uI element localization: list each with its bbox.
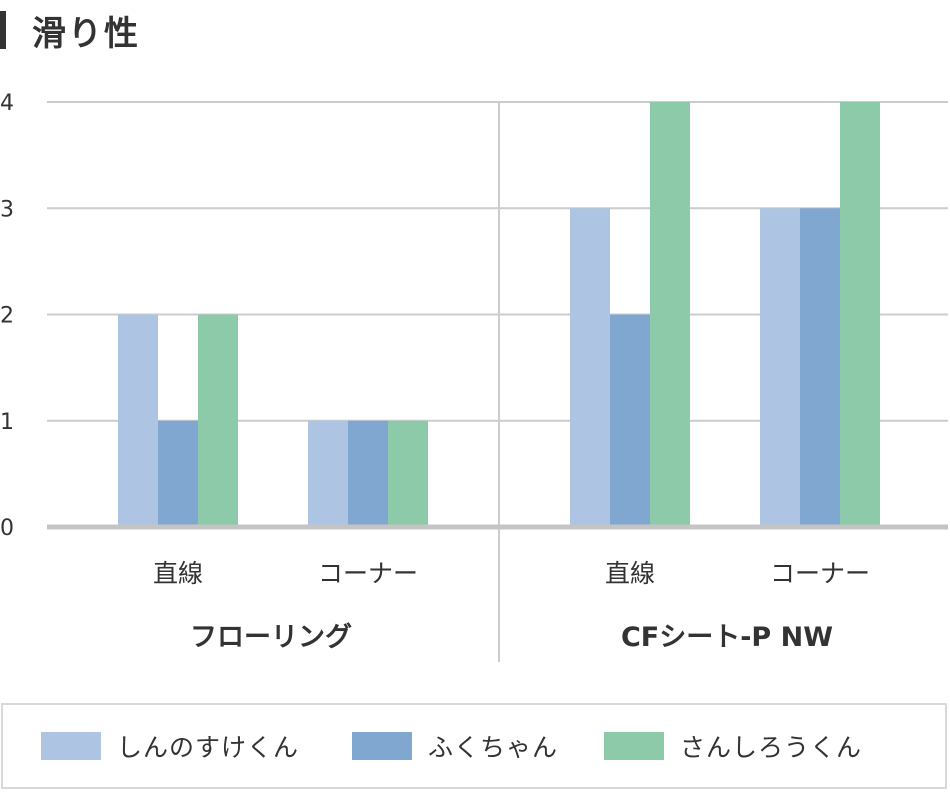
legend: しんのすけくん ふくちゃん さんしろうくん [1,703,947,789]
group-label: CFシート-P NW [621,622,833,653]
group-label: フローリング [190,621,352,653]
legend-swatch-series-0 [41,732,101,760]
legend-item-series-2: さんしろうくん [604,705,862,787]
y-tick-label: 0 [0,516,14,541]
legend-swatch-series-1 [352,732,412,760]
x-tick-label: コーナー [770,559,870,588]
bar-2-3 [840,102,880,527]
x-tick-label: 直線 [153,559,203,588]
bar-2-2 [650,102,690,527]
legend-label-series-2: さんしろうくん [680,733,863,762]
bar-1-3 [800,208,840,527]
bar-2-0 [198,314,238,527]
bar-0-3 [760,208,800,527]
bar-0-0 [118,314,158,527]
y-tick-label: 1 [0,410,14,435]
chart-title: 滑り性 [32,13,140,54]
x-tick-label: コーナー [318,559,418,588]
bar-1-2 [610,314,650,527]
legend-item-series-0: しんのすけくん [41,705,299,787]
y-tick-label: 2 [0,304,14,329]
title-accent-bar [0,11,6,49]
bar-0-2 [570,208,610,527]
y-tick-label: 3 [0,197,14,222]
bar-2-1 [388,420,428,527]
bar-0-1 [308,420,348,527]
x-tick-label: 直線 [605,559,655,588]
legend-label-series-0: しんのすけくん [117,733,300,762]
bar-1-1 [348,420,388,527]
bar-1-0 [158,420,198,527]
legend-item-series-1: ふくちゃん [352,705,558,787]
legend-label-series-1: ふくちゃん [428,733,559,762]
y-tick-label: 4 [0,91,14,116]
legend-swatch-series-2 [604,732,664,760]
chart-title-block: 滑り性 [0,8,140,54]
